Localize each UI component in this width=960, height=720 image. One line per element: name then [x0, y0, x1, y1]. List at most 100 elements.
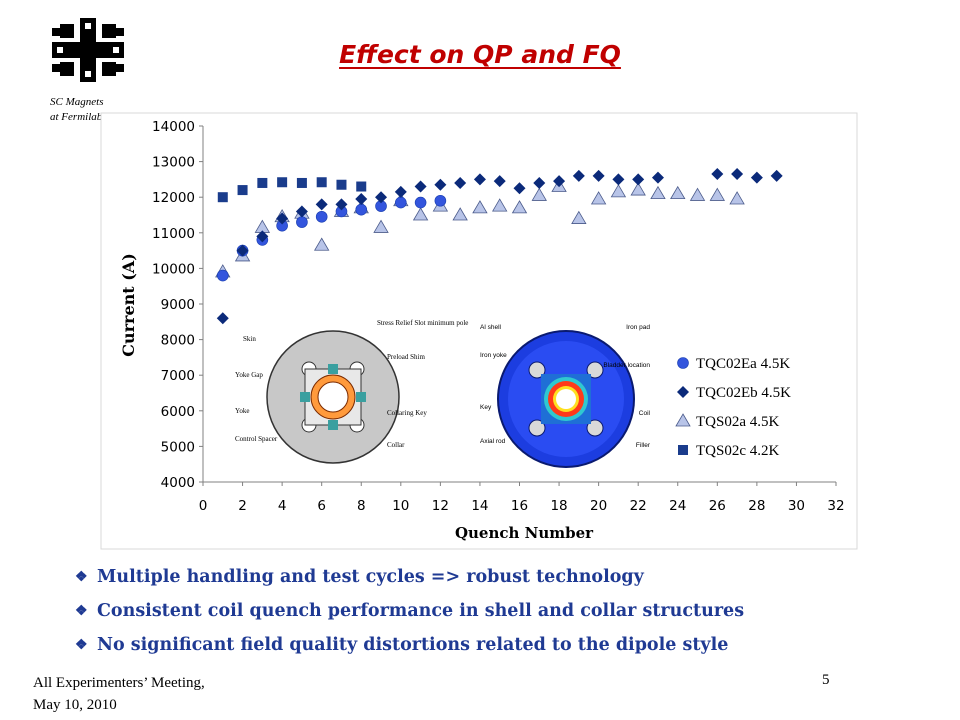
- inset-right-label: Filler: [636, 442, 651, 449]
- data-point: [689, 187, 706, 201]
- inset-left-label: Yoke: [235, 407, 249, 415]
- x-tick-label: 4: [278, 498, 287, 514]
- data-point: [414, 196, 427, 209]
- y-tick-label: 5000: [161, 439, 195, 455]
- inset-right-label: Al shell: [480, 324, 502, 331]
- y-tick-label: 6000: [161, 404, 195, 420]
- data-point: [236, 244, 249, 257]
- bullet-list: ❖ Multiple handling and test cycles => ro…: [75, 560, 744, 662]
- inset-right-label: Coil: [639, 410, 651, 417]
- data-point: [412, 207, 429, 221]
- x-tick-label: 22: [630, 498, 647, 514]
- data-point: [394, 185, 407, 198]
- data-point: [533, 176, 546, 189]
- data-point: [257, 177, 268, 188]
- data-point: [216, 312, 229, 325]
- collar-key: [328, 420, 338, 430]
- data-point: [770, 169, 783, 182]
- inset-left-label: Collaring Key: [387, 409, 427, 417]
- x-tick-label: 32: [827, 498, 844, 514]
- data-point: [731, 168, 744, 181]
- bullet-item: ❖ No significant field quality distortion…: [75, 628, 744, 662]
- data-point: [650, 185, 666, 200]
- y-tick-label: 8000: [161, 333, 195, 349]
- data-point: [612, 173, 625, 186]
- footer-line2: May 10, 2010: [33, 697, 117, 713]
- data-point: [709, 187, 726, 201]
- collar-key: [356, 392, 366, 402]
- x-tick-label: 28: [748, 498, 765, 514]
- legend-box: [672, 346, 840, 466]
- x-axis-label: Quench Number: [455, 524, 594, 542]
- data-point: [395, 196, 407, 209]
- data-point: [373, 219, 389, 233]
- x-tick-label: 10: [392, 498, 409, 514]
- data-point: [295, 205, 308, 218]
- inset-left-label: Stress Relief Slot minimum pole: [377, 319, 468, 327]
- data-point: [572, 169, 585, 182]
- y-axis-label: Current (A): [119, 253, 138, 357]
- inset-left-label: Yoke Gap: [235, 371, 263, 379]
- bullet-text: Consistent coil quench performance in sh…: [97, 601, 745, 621]
- data-point: [237, 185, 248, 196]
- x-tick-label: 0: [199, 498, 208, 514]
- fermilab-logo-icon: [52, 18, 124, 82]
- data-point: [277, 177, 288, 188]
- data-point: [553, 175, 566, 188]
- legend-label: TQS02a 4.5K: [696, 414, 779, 430]
- x-tick-label: 26: [709, 498, 726, 514]
- series-square: [217, 177, 367, 203]
- data-point: [531, 187, 547, 201]
- data-point: [355, 203, 368, 216]
- data-point: [375, 191, 388, 204]
- page-number: 5: [822, 672, 830, 688]
- x-tick-label: 12: [432, 498, 449, 514]
- data-point: [454, 176, 467, 189]
- data-point: [492, 198, 508, 212]
- data-point: [335, 198, 348, 211]
- bullet-text: Multiple handling and test cycles => rob…: [97, 567, 644, 587]
- logo-caption-line2: at Fermilab: [50, 111, 103, 123]
- diamond-clover-icon: ❖: [75, 603, 88, 619]
- inset-right-label: Iron pad: [626, 324, 650, 331]
- data-point: [630, 182, 646, 196]
- collar-key: [300, 392, 310, 402]
- y-tick-label: 10000: [152, 261, 195, 277]
- data-point: [315, 210, 328, 223]
- y-tick-label: 14000: [152, 119, 195, 135]
- data-point: [729, 191, 745, 205]
- inset-collar-crosssection: Skin Yoke Gap Yoke Control Spacer Stress Rel…: [235, 317, 468, 477]
- x-tick-label: 30: [788, 498, 805, 514]
- page-title: Effect on QP and FQ: [339, 40, 621, 69]
- data-point: [592, 169, 605, 182]
- inset-left-label: Preload Shim: [387, 353, 425, 361]
- data-point: [355, 192, 368, 205]
- data-point: [336, 179, 347, 190]
- inset-right-label: Iron yoke: [480, 352, 507, 359]
- legend-label: TQC02Ea 4.5K: [696, 356, 790, 372]
- data-point: [452, 207, 468, 221]
- data-point: [434, 194, 447, 207]
- y-tick-label: 12000: [152, 190, 195, 206]
- inset-left-label: Collar: [387, 441, 405, 449]
- data-point: [414, 180, 427, 193]
- bore: [317, 381, 349, 413]
- inset-shell-crosssection: Al shell Iron yoke Key Axial rod Iron pad Bla…: [480, 319, 651, 475]
- inset-left-label: Skin: [243, 335, 256, 343]
- footer-line1: All Experimenters’ Meeting,: [33, 675, 205, 691]
- data-point: [356, 181, 367, 192]
- collar-key: [328, 364, 338, 374]
- data-point: [276, 212, 289, 225]
- data-point: [590, 191, 607, 205]
- bullet-item: ❖ Consistent coil quench performance in s…: [75, 594, 744, 628]
- bore: [556, 389, 576, 409]
- data-point: [670, 185, 686, 200]
- inset-right-label: Axial rod: [480, 438, 506, 445]
- footer-meeting: All Experimenters’ Meeting, May 10, 2010: [33, 672, 205, 716]
- data-point: [473, 173, 486, 186]
- data-point: [610, 184, 627, 198]
- data-point: [313, 237, 330, 251]
- data-point: [315, 198, 328, 211]
- data-point: [711, 168, 724, 181]
